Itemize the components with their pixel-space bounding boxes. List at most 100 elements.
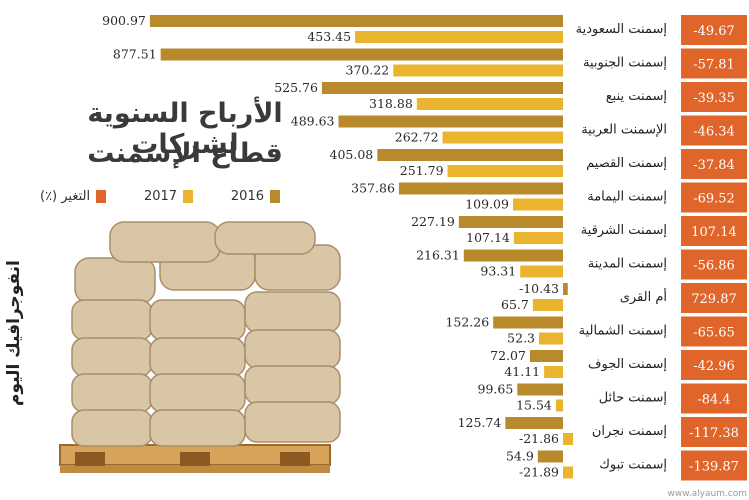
bar-2017: [563, 466, 574, 479]
bar-2016: [160, 48, 563, 61]
category-label: أم القرى: [620, 288, 667, 305]
value-label-2016: 357.86: [351, 181, 395, 196]
value-label-2017: 93.31: [480, 264, 516, 279]
change-box: [681, 15, 747, 45]
bar-2016: [517, 383, 563, 396]
bar-2017: [544, 366, 563, 378]
value-label-2016: 125.74: [458, 415, 502, 430]
value-label-2017: 52.3: [507, 331, 535, 346]
change-box: [681, 182, 747, 213]
change-value: -39.35: [693, 91, 735, 106]
bar-2016: [563, 283, 568, 295]
value-label-2017: -21.86: [519, 431, 559, 446]
category-label: إسمنت نجران: [592, 424, 667, 439]
category-label: إسمنت تبوك: [599, 458, 667, 473]
change-box: [681, 48, 747, 79]
value-label-2016: 489.63: [291, 114, 335, 129]
bar-2017: [447, 165, 563, 177]
change-box: [681, 316, 747, 347]
bar-2017: [539, 332, 563, 345]
change-value: -56.86: [693, 259, 735, 274]
bar-2016: [493, 316, 563, 329]
bar-2017: [393, 64, 563, 77]
value-label-2017: 370.22: [346, 63, 390, 78]
value-label-2016: 877.51: [113, 47, 157, 62]
change-value: -46.34: [693, 125, 735, 140]
value-label-2017: 318.88: [369, 96, 413, 111]
category-label: إسمنت السعودية: [576, 22, 667, 37]
value-label-2017: 109.09: [465, 197, 509, 212]
category-label: إسمنت القصيم: [586, 156, 667, 171]
change-box: [681, 82, 747, 112]
value-label-2016: -10.43: [519, 281, 559, 296]
value-label-2017: -21.89: [519, 465, 559, 480]
bar-2017: [532, 299, 563, 311]
change-value: -57.81: [693, 58, 735, 73]
change-box: [681, 149, 747, 179]
bar-2017: [555, 399, 563, 412]
change-value: -37.84: [693, 158, 735, 173]
change-box: [681, 383, 747, 414]
value-label-2016: 900.97: [102, 13, 146, 28]
value-label-2016: 152.26: [445, 315, 489, 330]
change-box: [681, 450, 747, 481]
credit-logo-text: انفوجرافيك اليوم: [4, 260, 24, 406]
value-label-2016: 227.19: [411, 214, 455, 229]
value-label-2017: 453.45: [307, 29, 351, 44]
change-value: -84.4: [697, 393, 730, 408]
bar-2017: [563, 433, 574, 445]
category-label: إسمنت اليمامة: [587, 190, 667, 205]
value-label-2017: 262.72: [395, 130, 439, 145]
bar-2016: [529, 350, 563, 362]
legend: 2016 2017 التغير (٪): [40, 189, 280, 204]
value-label-2017: 65.7: [501, 297, 529, 312]
cement-bags-illustration: [59, 221, 341, 473]
change-value: -65.65: [693, 326, 735, 341]
legend-label-2016: 2016: [230, 189, 264, 204]
category-label: إسمنت حائل: [599, 391, 667, 406]
chart-title-line1: الأرباح السنوية لشركات: [87, 98, 283, 160]
change-box: [681, 417, 747, 447]
change-box: [681, 350, 747, 380]
change-box: [681, 115, 747, 146]
category-label: إسمنت الشرقية: [581, 223, 667, 238]
bar-2016: [537, 450, 563, 463]
change-box: [681, 283, 747, 313]
legend-swatch-change: [96, 190, 107, 203]
bar-2017: [442, 131, 563, 144]
legend-swatch-2017: [183, 190, 194, 203]
legend-label-2017: 2017: [143, 189, 178, 204]
bar-2017: [520, 265, 563, 278]
legend-label-change: التغير (٪): [40, 189, 91, 204]
bar-2016: [377, 149, 563, 161]
bar-2016: [149, 15, 563, 27]
category-label: إسمنت ينبع: [606, 89, 667, 104]
category-label: الإسمنت العربية: [581, 123, 667, 138]
legend-item-2016: 2016: [231, 189, 280, 204]
change-box: [681, 216, 747, 246]
bar-2016: [338, 115, 563, 128]
category-label: إسمنت المدينة: [588, 257, 667, 272]
bar-2016: [463, 249, 563, 262]
change-value: 107.14: [691, 225, 737, 240]
value-label-2016: 99.65: [478, 382, 514, 397]
bar-2016: [398, 182, 563, 195]
value-label-2016: 54.9: [506, 449, 534, 464]
bar-2017: [512, 198, 563, 211]
bar-2016: [458, 216, 563, 228]
change-value: -69.52: [693, 192, 735, 207]
value-label-2017: 251.79: [400, 163, 444, 178]
category-label: إسمنت الجنوبية: [583, 56, 667, 71]
chart-title-line2: قطاع الإسمنت: [87, 138, 283, 169]
change-value: 729.87: [691, 292, 737, 307]
legend-item-2017: 2017: [143, 189, 194, 204]
legend-swatch-2016: [270, 190, 280, 203]
bar-2017: [513, 232, 563, 244]
bar-2017: [355, 31, 563, 43]
change-value: -117.38: [689, 426, 739, 441]
legend-item-change: التغير (٪): [40, 189, 107, 204]
value-label-2016: 216.31: [416, 248, 460, 263]
value-label-2017: 41.11: [504, 364, 540, 379]
value-label-2016: 72.07: [490, 348, 526, 363]
